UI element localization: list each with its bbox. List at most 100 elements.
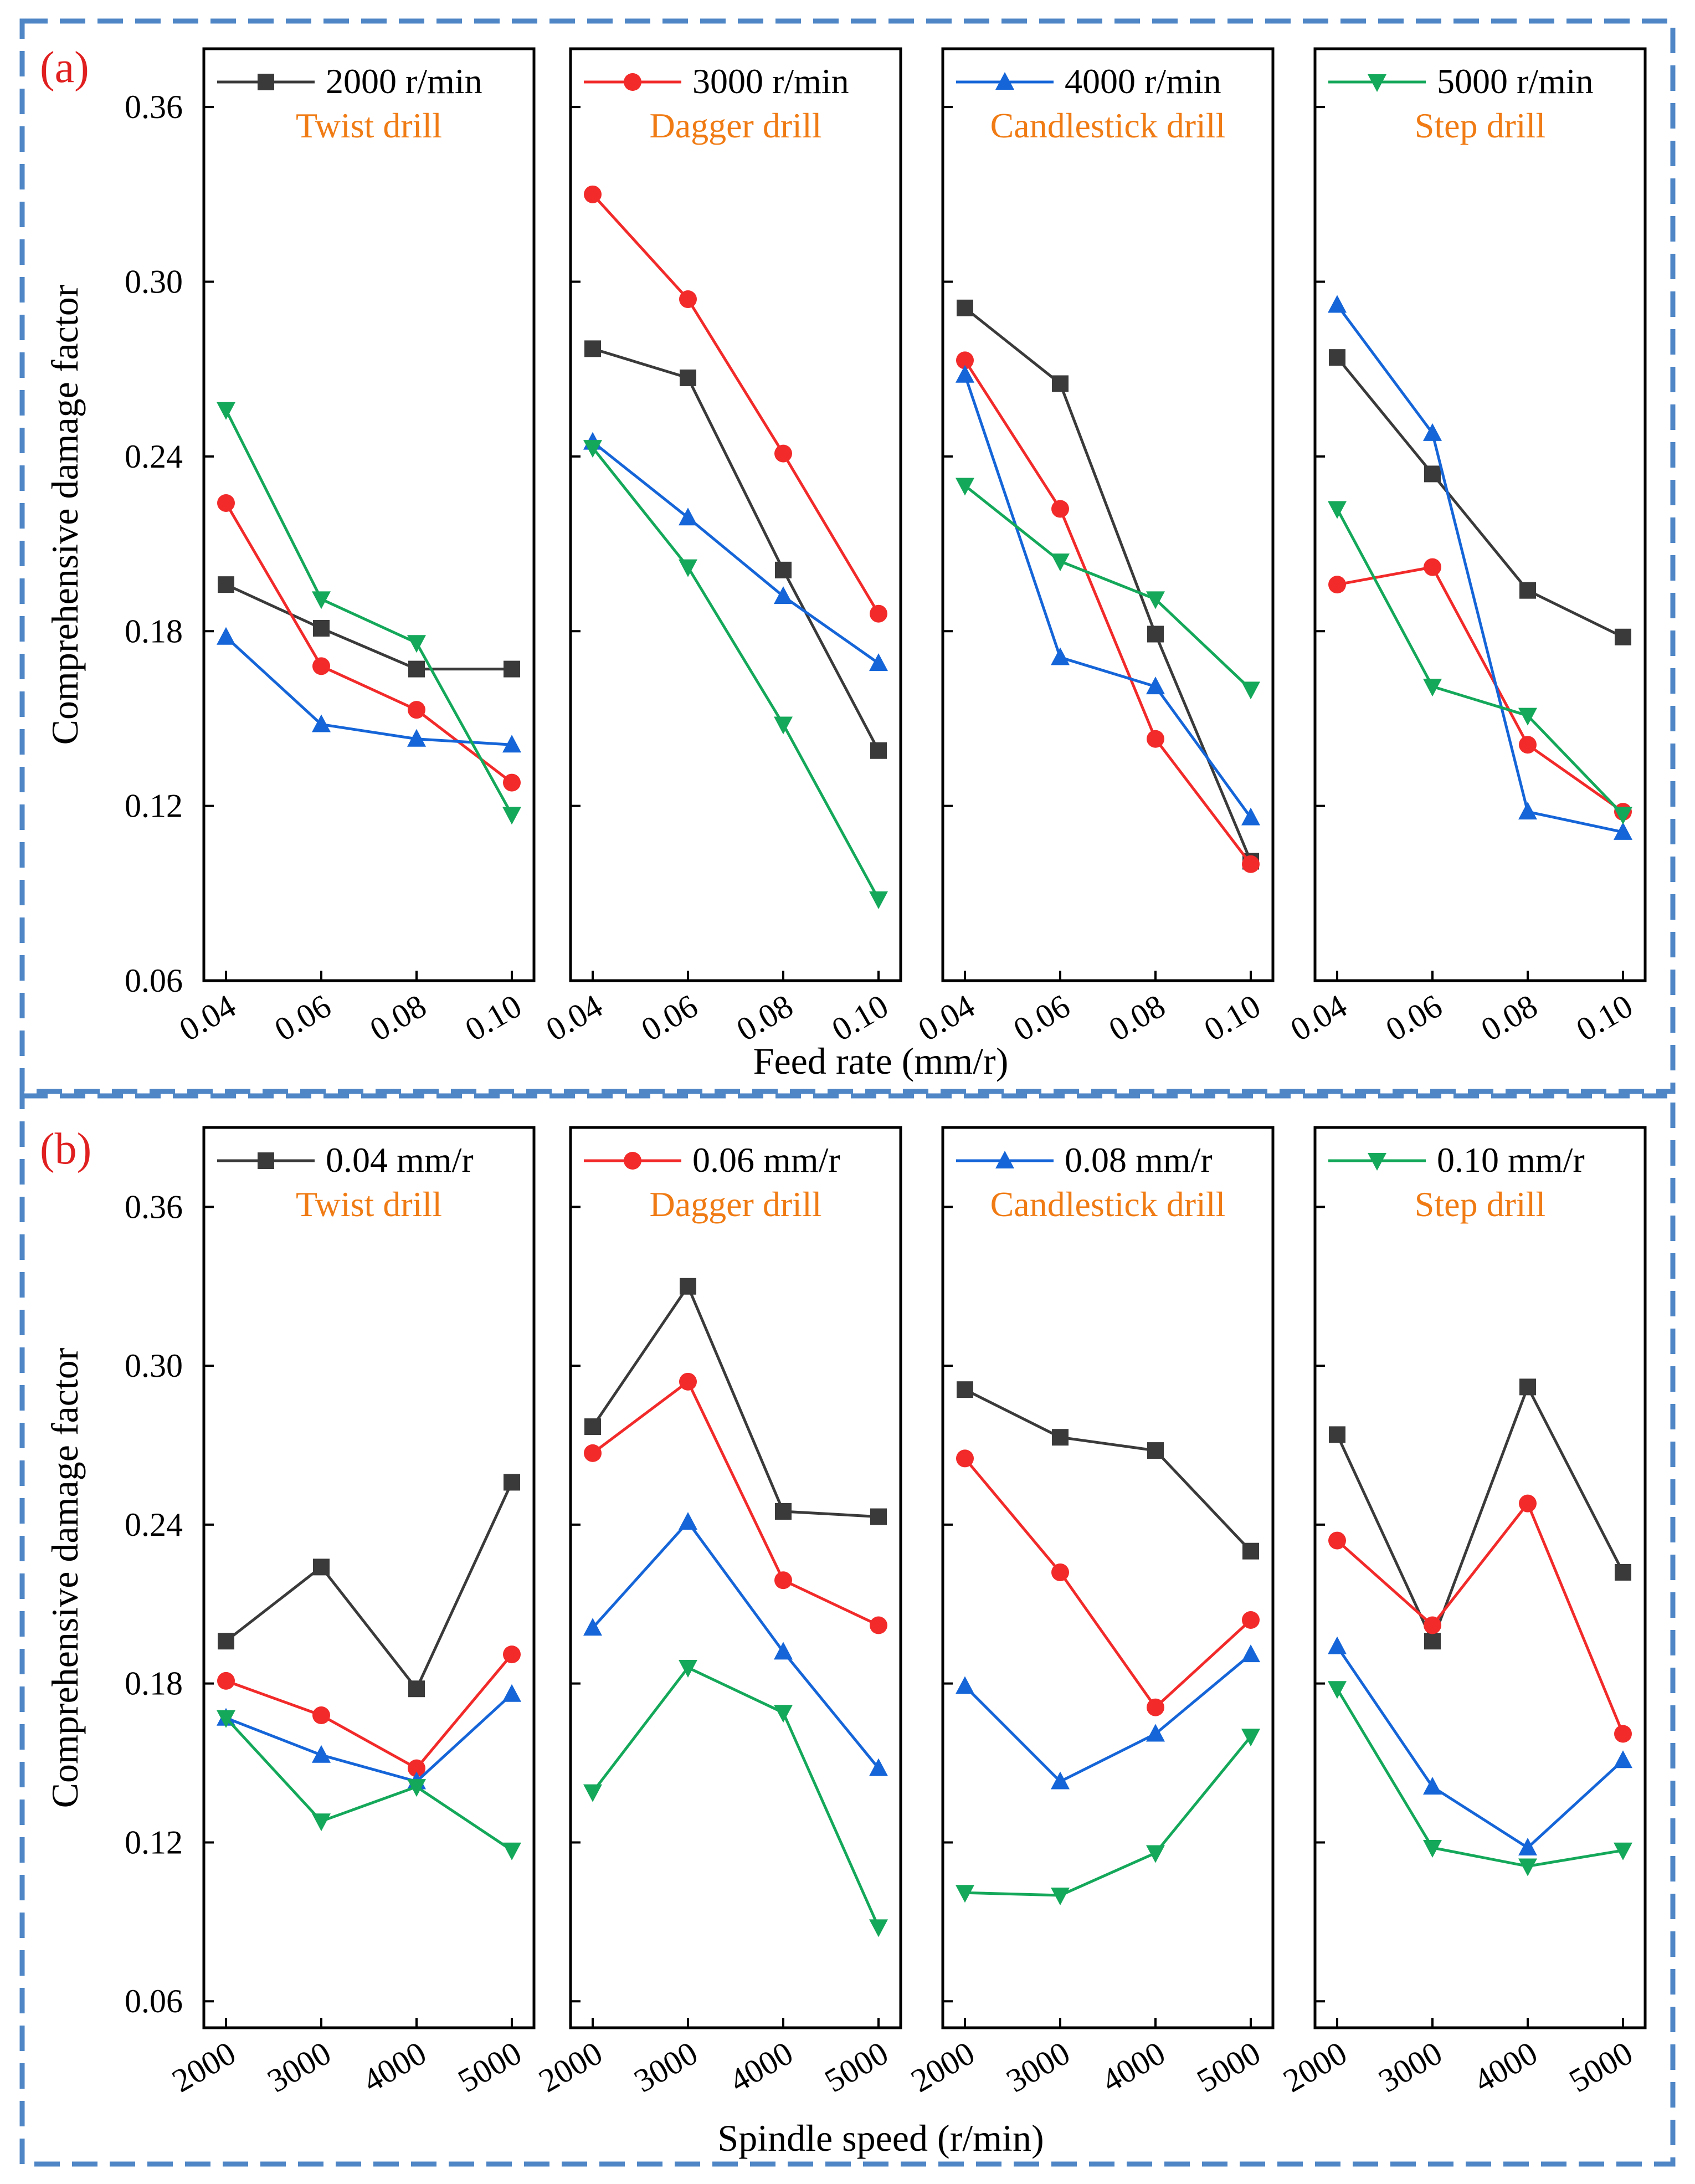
chart-a: (a) 0.06 0.12 0.18 0.24 0.30 0.36 Comprehensive… [19, 18, 1676, 1094]
data-point [1614, 1842, 1632, 1860]
data-point [1051, 1888, 1070, 1906]
series-line-3 [225, 1717, 513, 1852]
y-tick-label: 0.30 [125, 1347, 183, 1384]
subplot-candlestick-drill: 2000 3000 4000 5000 0.08 mm/r Candlestick dri… [905, 1126, 1275, 2099]
subplot-title: Twist drill [296, 106, 442, 145]
legend-marker [258, 1152, 274, 1169]
data-point [1146, 1845, 1165, 1863]
data-point [1614, 822, 1632, 840]
data-point [1241, 807, 1260, 826]
legend-entry: 0.04 mm/r [217, 1140, 474, 1180]
x-tick-label: 0.06 [1008, 987, 1076, 1048]
x-tick-label: 5000 [819, 2034, 895, 2099]
x-tick-label: 5000 [1191, 2034, 1267, 2099]
series-line-0 [964, 1388, 1252, 1552]
data-point [1241, 681, 1260, 700]
legend-label: 5000 r/min [1437, 61, 1594, 101]
dashed-border [19, 1093, 1676, 2167]
subplot-twist-drill: 2000 3000 4000 5000 0.04 mm/r Twist drill [166, 1126, 536, 2099]
x-tick-label: 3000 [628, 2034, 704, 2099]
data-point [679, 1660, 697, 1678]
subplot-frame [1313, 47, 1647, 982]
data-point [774, 444, 792, 463]
legend-entry: 3000 r/min [584, 61, 849, 101]
series-line-2 [963, 374, 1252, 819]
data-point [217, 402, 235, 420]
y-tick-label: 0.24 [125, 438, 183, 475]
data-point [870, 1616, 887, 1634]
data-point [313, 1558, 330, 1576]
data-point [1615, 628, 1631, 645]
x-tick-label: 5000 [452, 2034, 528, 2099]
x-tick-label: 3000 [1373, 2034, 1449, 2099]
subplot-dagger-drill: 0.04 0.06 0.08 0.10 3000 r/min Dagger drill [540, 47, 902, 1048]
legend-marker [995, 1151, 1014, 1168]
x-tick-label: 5000 [1563, 2034, 1639, 2099]
subplot-step-drill: 2000 3000 4000 5000 0.10 mm/r Step drill [1277, 1126, 1647, 2099]
data-point [503, 773, 521, 792]
panel-label: (a) [40, 43, 89, 92]
subplot-frame [569, 1126, 902, 2029]
data-point [1242, 1542, 1259, 1560]
subplot-title: Dagger drill [650, 106, 822, 145]
data-point [583, 440, 602, 458]
subplot-title: Step drill [1415, 106, 1545, 145]
legend-label: 3000 r/min [692, 61, 849, 101]
x-tick-label: 4000 [723, 2034, 799, 2099]
series-line-0 [1336, 1385, 1625, 1643]
data-point [218, 1633, 234, 1650]
data-point [312, 657, 330, 675]
series-line-0 [591, 1285, 879, 1519]
data-point [1147, 626, 1164, 643]
series-line-3 [592, 1666, 880, 1928]
legend-entry: 0.06 mm/r [584, 1140, 840, 1180]
series-line-1 [592, 193, 880, 614]
x-tick-label: 0.04 [1285, 987, 1353, 1048]
data-point [312, 1745, 331, 1763]
data-point [312, 1706, 330, 1725]
data-point [312, 1813, 331, 1832]
data-point [957, 1381, 973, 1398]
subplot-twist-drill: 0.04 0.06 0.08 0.10 2000 r/min Twist drill [173, 47, 536, 1048]
series-line-3 [1336, 1688, 1624, 1868]
data-point [217, 1710, 235, 1728]
data-point [504, 1474, 520, 1491]
series-line-2 [592, 440, 880, 665]
data-point [957, 299, 973, 316]
x-tick-label: 2000 [905, 2034, 981, 2099]
x-tick-label: 0.10 [459, 987, 528, 1048]
x-tick-label: 0.08 [1103, 987, 1172, 1048]
data-point [1423, 1840, 1442, 1858]
data-point [584, 185, 602, 203]
series-line-3 [592, 447, 880, 900]
data-point [870, 604, 887, 623]
data-point [956, 1676, 974, 1694]
data-point [218, 576, 234, 593]
y-axis-title: Comprehensive damage factor [44, 284, 86, 745]
data-point [1328, 576, 1346, 594]
subplot-frame [941, 1126, 1275, 2029]
data-point [1329, 1426, 1345, 1443]
data-point [1147, 1698, 1164, 1716]
legend-marker [624, 1152, 641, 1170]
subplot-step-drill: 0.04 0.06 0.08 0.10 5000 r/min Step drill [1285, 47, 1647, 1048]
data-point [1328, 1636, 1347, 1654]
data-point [1146, 591, 1165, 609]
series-line-3 [964, 484, 1252, 691]
x-tick-label: 4000 [1096, 2034, 1172, 2099]
series-line-3 [1336, 508, 1624, 816]
series-line-1 [592, 1380, 880, 1627]
data-point [679, 290, 697, 309]
data-point [502, 1684, 521, 1702]
y-tick-label: 0.12 [125, 1824, 183, 1860]
data-point [408, 1680, 425, 1698]
x-tick-label: 0.10 [826, 987, 895, 1048]
data-point [1242, 1611, 1260, 1629]
data-point [1519, 1494, 1537, 1513]
data-point [774, 1571, 792, 1590]
data-point [956, 1449, 974, 1468]
data-point [774, 586, 793, 604]
series-line-2 [592, 1520, 880, 1770]
legend-entry: 5000 r/min [1328, 61, 1594, 101]
series-line-1 [224, 502, 513, 784]
